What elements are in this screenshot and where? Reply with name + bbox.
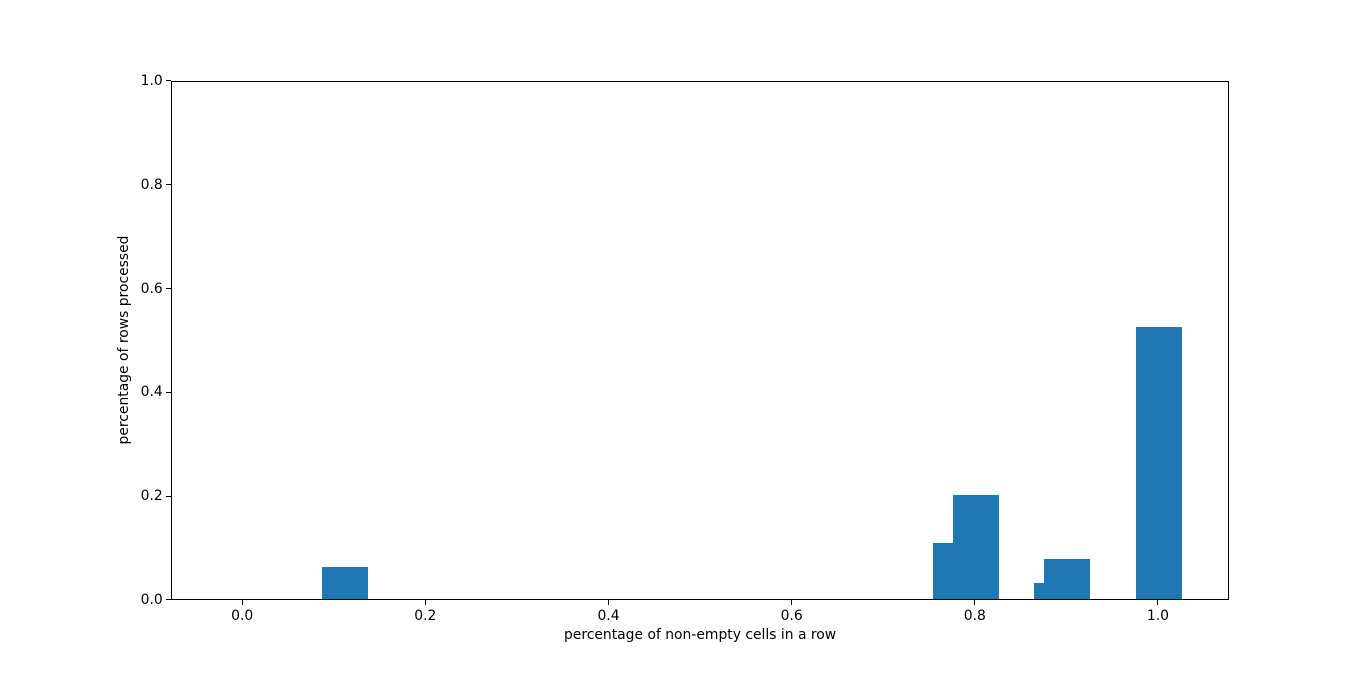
x-tick-mark [424, 599, 426, 605]
y-tick-label: 1.0 [140, 72, 163, 89]
y-tick-mark [165, 184, 171, 186]
x-tick-mark [607, 599, 609, 605]
bar [321, 567, 368, 599]
y-tick-mark [165, 599, 171, 601]
x-tick-label: 0.8 [963, 607, 986, 624]
y-tick-label: 0.4 [140, 384, 163, 401]
x-axis-label: percentage of non-empty cells in a row [563, 627, 837, 643]
y-axis-label: percentage of rows processed [116, 235, 132, 445]
plot-area [170, 80, 1230, 600]
y-tick-label: 0.2 [140, 488, 163, 505]
x-tick-label: 0.0 [231, 607, 254, 624]
bar [952, 494, 999, 599]
x-tick-mark [1157, 599, 1159, 605]
y-tick-label: 0.8 [140, 176, 163, 193]
y-tick-label: 0.0 [140, 591, 163, 608]
y-tick-label: 0.6 [140, 280, 163, 297]
bar [1044, 558, 1091, 599]
y-tick-mark [165, 288, 171, 289]
bar [1136, 326, 1182, 599]
y-tick-mark [165, 391, 171, 393]
x-tick-label: 1.0 [1146, 607, 1169, 624]
x-tick-mark [791, 599, 793, 605]
y-tick-mark [165, 80, 171, 82]
x-tick-mark [241, 599, 243, 605]
y-tick-mark [165, 495, 171, 497]
x-tick-label: 0.4 [597, 607, 620, 624]
x-tick-label: 0.2 [414, 607, 437, 624]
x-tick-label: 0.6 [780, 607, 803, 624]
x-tick-mark [974, 599, 976, 605]
